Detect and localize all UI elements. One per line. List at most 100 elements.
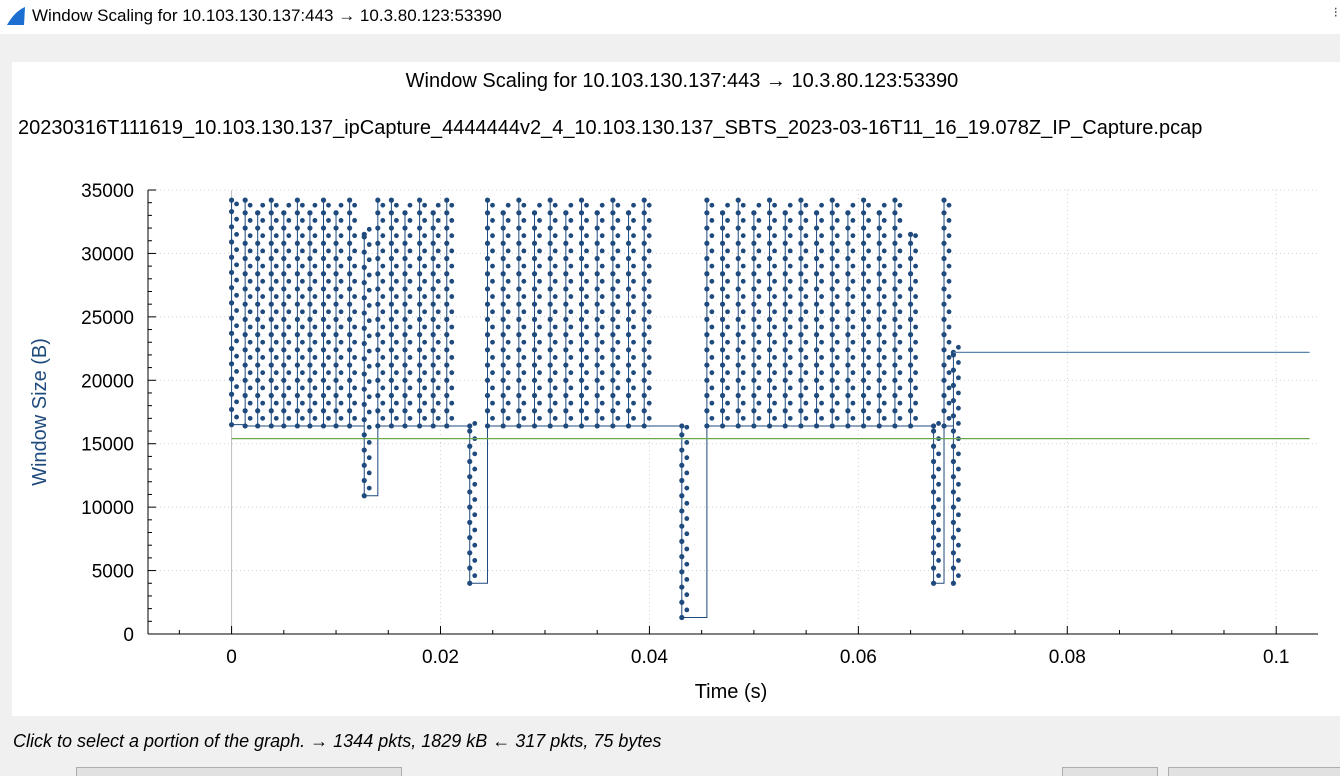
data-point	[521, 415, 527, 421]
data-point	[537, 233, 542, 239]
data-point	[521, 233, 527, 239]
data-point	[956, 360, 961, 365]
data-point	[599, 248, 605, 254]
data-point	[467, 550, 473, 556]
y-tick-label: 35000	[81, 181, 134, 202]
y-tick-label: 15000	[81, 435, 134, 456]
data-point	[347, 316, 353, 322]
data-point	[766, 423, 773, 429]
data-point	[845, 423, 851, 429]
data-point	[941, 347, 947, 353]
data-point	[719, 362, 726, 368]
data-point	[347, 197, 353, 203]
data-point	[641, 301, 647, 307]
data-point	[394, 370, 399, 376]
data-point	[273, 324, 279, 330]
data-point	[610, 316, 616, 322]
data-point	[813, 347, 820, 353]
data-point	[913, 248, 918, 254]
data-point	[829, 392, 835, 399]
data-point	[615, 324, 621, 330]
data-point	[881, 202, 887, 208]
data-point	[876, 286, 882, 292]
data-point	[347, 392, 353, 399]
data-point	[516, 316, 522, 322]
data-point	[347, 240, 353, 246]
data-point	[260, 263, 266, 269]
data-point	[610, 347, 616, 353]
data-point	[892, 286, 898, 292]
data-point	[594, 377, 600, 383]
data-point	[834, 309, 840, 315]
data-point	[333, 255, 339, 262]
data-point	[578, 362, 585, 368]
data-point	[484, 301, 491, 307]
data-point	[563, 271, 569, 277]
data-point	[881, 233, 887, 239]
data-point	[578, 392, 585, 399]
data-point	[333, 225, 339, 231]
data-point	[388, 301, 395, 307]
data-point	[950, 382, 957, 388]
data-point	[388, 392, 395, 399]
data-point	[725, 202, 730, 208]
data-point	[946, 294, 952, 299]
data-point	[286, 385, 292, 391]
data-point	[333, 392, 339, 399]
data-point	[756, 339, 762, 345]
data-point	[430, 392, 436, 399]
data-point	[247, 400, 253, 406]
data-point	[813, 332, 820, 338]
data-point	[709, 400, 715, 406]
data-point	[500, 423, 506, 429]
data-point	[610, 423, 616, 429]
data-point	[719, 316, 726, 322]
data-point	[467, 565, 473, 571]
plot-area[interactable]	[12, 62, 1340, 716]
data-point	[936, 558, 941, 563]
series-0-connector	[231, 200, 954, 619]
data-point	[422, 400, 428, 406]
data-point	[326, 218, 331, 223]
data-point	[641, 271, 647, 277]
data-point	[641, 392, 647, 399]
data-point	[521, 385, 527, 391]
data-point	[242, 332, 248, 338]
data-point	[467, 519, 473, 525]
data-point	[881, 263, 887, 269]
data-point	[394, 385, 399, 391]
data-point	[505, 294, 511, 299]
data-point	[294, 347, 300, 353]
data-point	[484, 271, 491, 277]
data-point	[782, 347, 788, 353]
close-icon[interactable]: ⁝	[1333, 4, 1338, 20]
data-point	[320, 377, 327, 383]
data-point	[352, 278, 358, 284]
data-point	[435, 400, 441, 406]
data-point	[320, 301, 327, 307]
data-point	[537, 248, 542, 254]
data-point	[892, 316, 898, 322]
data-point	[307, 362, 313, 368]
data-point	[255, 408, 261, 414]
data-point	[819, 218, 824, 223]
data-point	[751, 240, 757, 246]
data-point	[641, 362, 647, 368]
data-point	[782, 271, 788, 277]
data-point	[467, 489, 473, 495]
data-point	[568, 339, 574, 345]
data-point	[625, 271, 632, 277]
data-point	[684, 500, 690, 506]
data-point	[242, 271, 248, 277]
data-point	[782, 286, 788, 292]
data-point	[798, 225, 804, 231]
data-point	[394, 309, 399, 315]
data-point	[594, 316, 600, 322]
data-point	[505, 263, 511, 269]
data-point	[709, 248, 715, 254]
data-point	[320, 255, 327, 262]
data-point	[798, 347, 804, 353]
data-point	[578, 240, 585, 246]
data-point	[631, 385, 636, 391]
